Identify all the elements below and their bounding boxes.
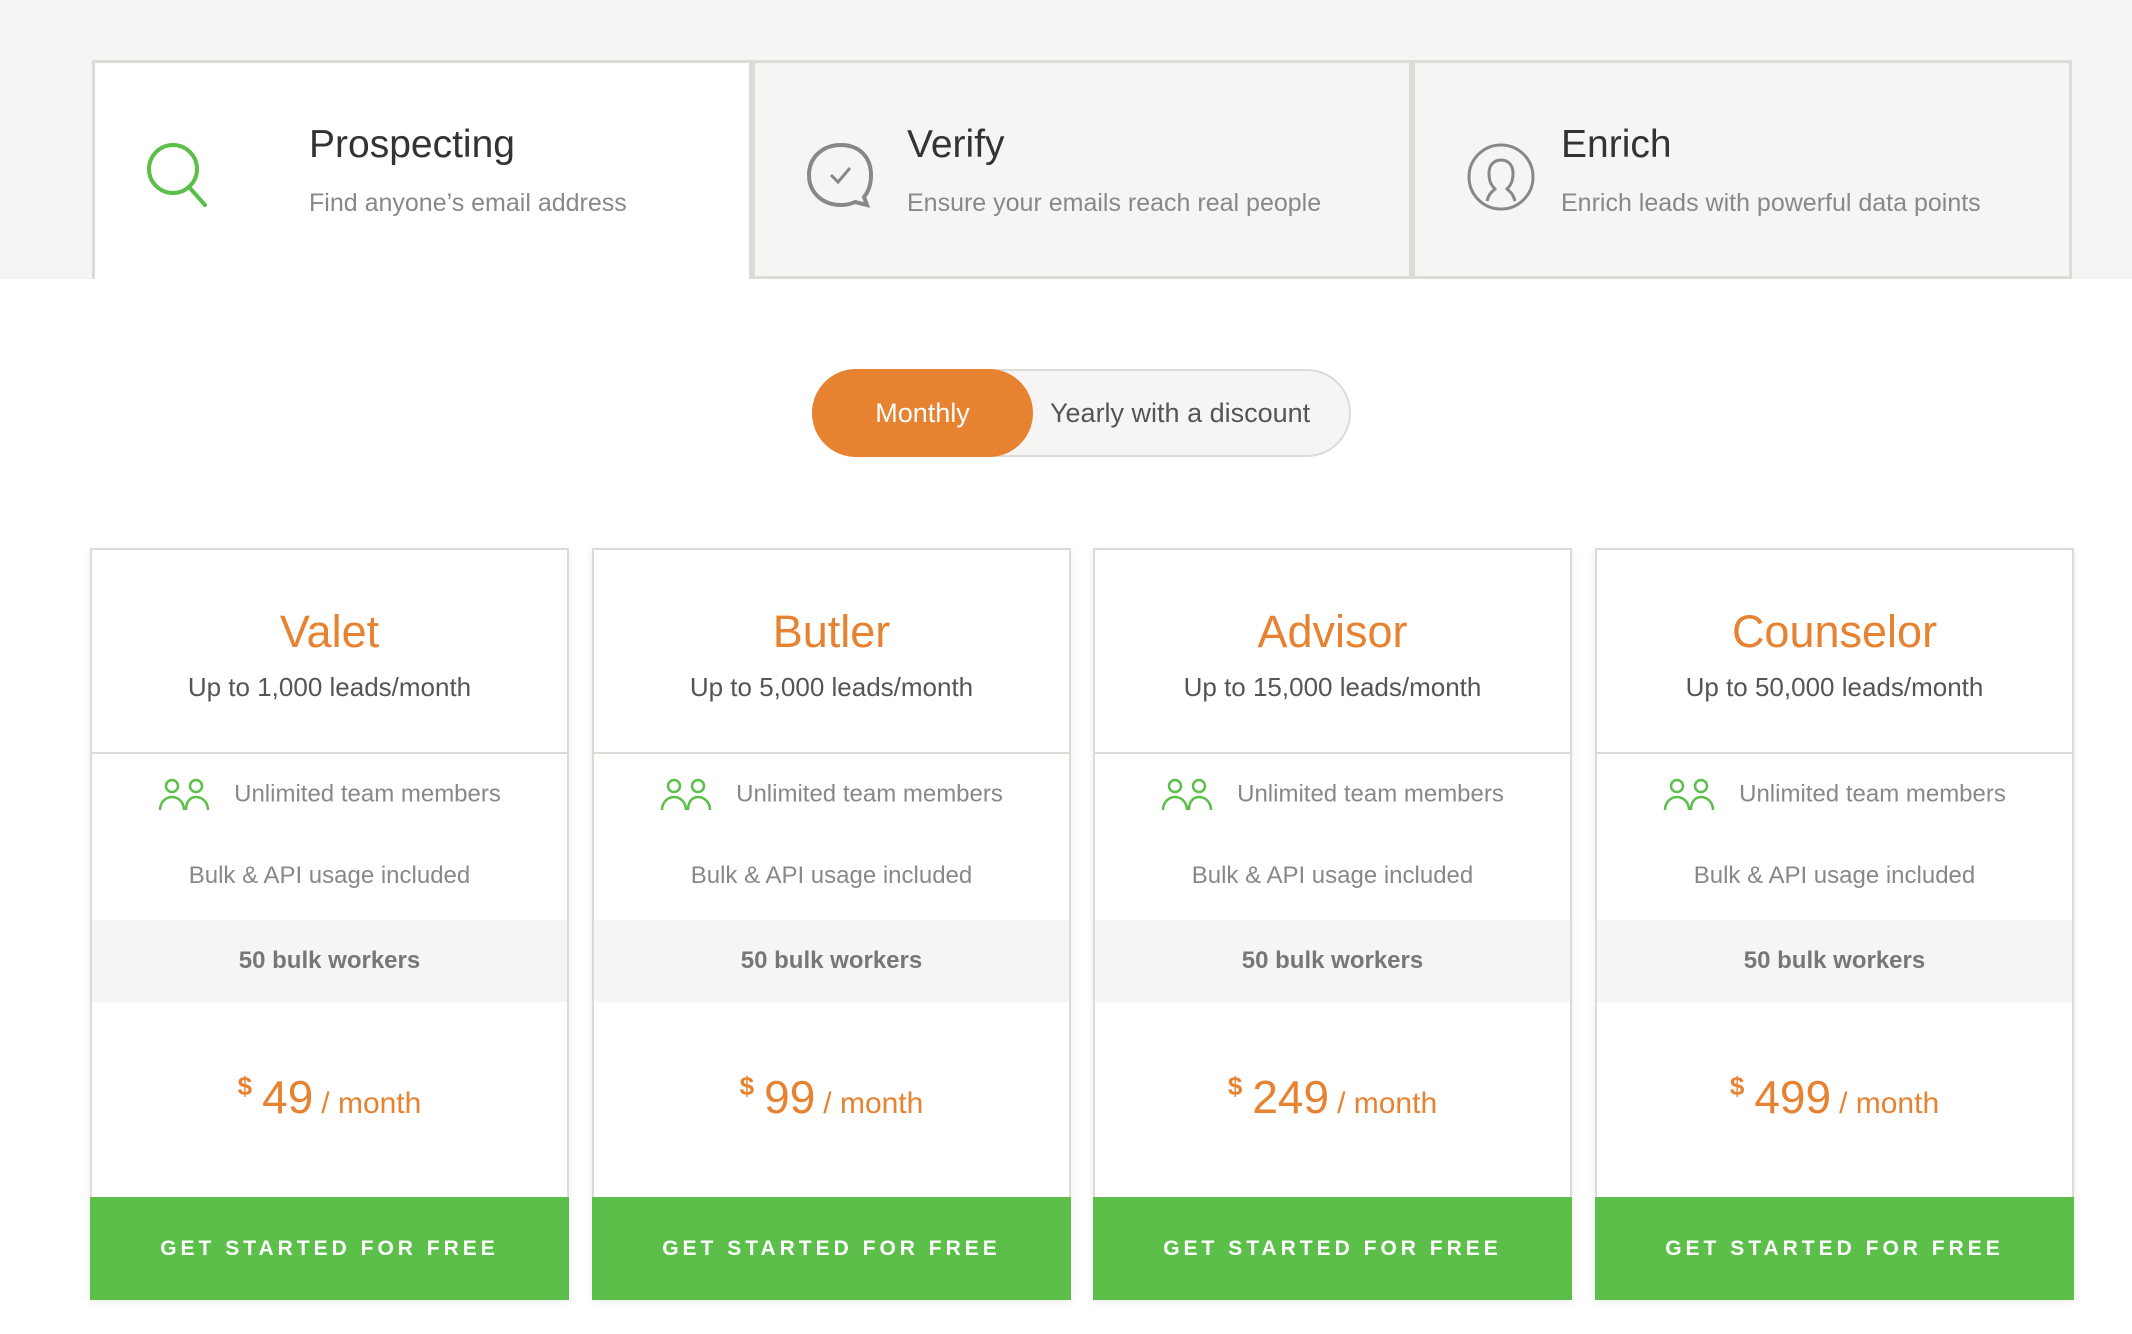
plan-name: Advisor [1257, 606, 1408, 657]
currency: $ [237, 1071, 253, 1101]
plan-name: Valet [279, 606, 380, 657]
api-feature: Bulk & API usage included [1693, 862, 1976, 889]
get-started-button[interactable]: GET STARTED FOR FREE [1093, 1197, 1572, 1300]
get-started-button[interactable]: GET STARTED FOR FREE [592, 1197, 1071, 1300]
api-feature: Bulk & API usage included [1191, 862, 1474, 889]
team-icon [1161, 778, 1213, 811]
team-label: Unlimited team members [736, 780, 1003, 808]
tab-subtitle: Enrich leads with powerful data points [1561, 189, 1981, 217]
plan-card: Butler Up to 5,000 leads/month Unlimited… [592, 548, 1071, 1300]
get-started-button[interactable]: GET STARTED FOR FREE [1595, 1197, 2074, 1300]
plan-price: $249/ month [1095, 1070, 1570, 1124]
tab-subtitle: Find anyone’s email address [309, 189, 627, 217]
tab-title: Verify [907, 123, 1005, 166]
team-label: Unlimited team members [1739, 780, 2006, 808]
search-icon [147, 143, 207, 207]
team-icon [158, 778, 210, 811]
tab-title: Prospecting [309, 123, 515, 166]
check-bubble-icon [806, 142, 874, 208]
plan-leads: Up to 50,000 leads/month [1685, 672, 1984, 702]
team-label: Unlimited team members [234, 780, 501, 808]
team-feature: Unlimited team members [1597, 778, 2072, 812]
workers-feature: 50 bulk workers [92, 920, 567, 1002]
get-started-button[interactable]: GET STARTED FOR FREE [90, 1197, 569, 1300]
team-icon [660, 778, 712, 811]
currency: $ [739, 1071, 755, 1101]
plan-leads: Up to 1,000 leads/month [187, 672, 472, 702]
currency: $ [1729, 1071, 1745, 1101]
team-feature: Unlimited team members [92, 778, 567, 812]
tab-subtitle: Ensure your emails reach real people [907, 189, 1322, 217]
price-period: / month [1337, 1087, 1438, 1120]
tab-title: Enrich [1561, 123, 1672, 166]
workers-feature: 50 bulk workers [1597, 920, 2072, 1002]
price-amount: 499 [1754, 1071, 1832, 1123]
workers-feature: 50 bulk workers [594, 920, 1069, 1002]
user-circle-icon [1467, 143, 1535, 211]
monthly-option[interactable]: Monthly [812, 369, 1033, 457]
plan-name: Butler [772, 606, 891, 657]
api-feature: Bulk & API usage included [690, 862, 973, 889]
price-amount: 249 [1252, 1071, 1330, 1123]
price-amount: 49 [262, 1071, 314, 1123]
divider [1095, 752, 1570, 754]
price-period: / month [321, 1087, 422, 1120]
tab-enrich[interactable]: Enrich Enrich leads with powerful data p… [1412, 60, 2072, 279]
plan-card: Valet Up to 1,000 leads/month Unlimited … [90, 548, 569, 1300]
team-feature: Unlimited team members [594, 778, 1069, 812]
plan-card: Counselor Up to 50,000 leads/month Unlim… [1595, 548, 2074, 1300]
divider [594, 752, 1069, 754]
tab-prospecting[interactable]: Prospecting Find anyone’s email address [92, 60, 752, 279]
price-period: / month [1839, 1087, 1940, 1120]
plan-name: Counselor [1731, 606, 1938, 657]
plan-price: $499/ month [1597, 1070, 2072, 1124]
team-label: Unlimited team members [1237, 780, 1504, 808]
team-feature: Unlimited team members [1095, 778, 1570, 812]
yearly-option[interactable]: Yearly with a discount [1050, 398, 1311, 428]
plan-card: Advisor Up to 15,000 leads/month Unlimit… [1093, 548, 1572, 1300]
currency: $ [1227, 1071, 1243, 1101]
price-amount: 99 [764, 1071, 816, 1123]
team-icon [1663, 778, 1715, 811]
plan-leads: Up to 5,000 leads/month [689, 672, 974, 702]
billing-toggle: Monthly Yearly with a discount [812, 369, 1351, 457]
tab-verify[interactable]: Verify Ensure your emails reach real peo… [752, 60, 1412, 279]
price-period: / month [823, 1087, 924, 1120]
workers-feature: 50 bulk workers [1095, 920, 1570, 1002]
plan-price: $49/ month [92, 1070, 567, 1124]
divider [92, 752, 567, 754]
api-feature: Bulk & API usage included [188, 862, 471, 889]
divider [1597, 752, 2072, 754]
plan-leads: Up to 15,000 leads/month [1183, 672, 1482, 702]
plan-price: $99/ month [594, 1070, 1069, 1124]
